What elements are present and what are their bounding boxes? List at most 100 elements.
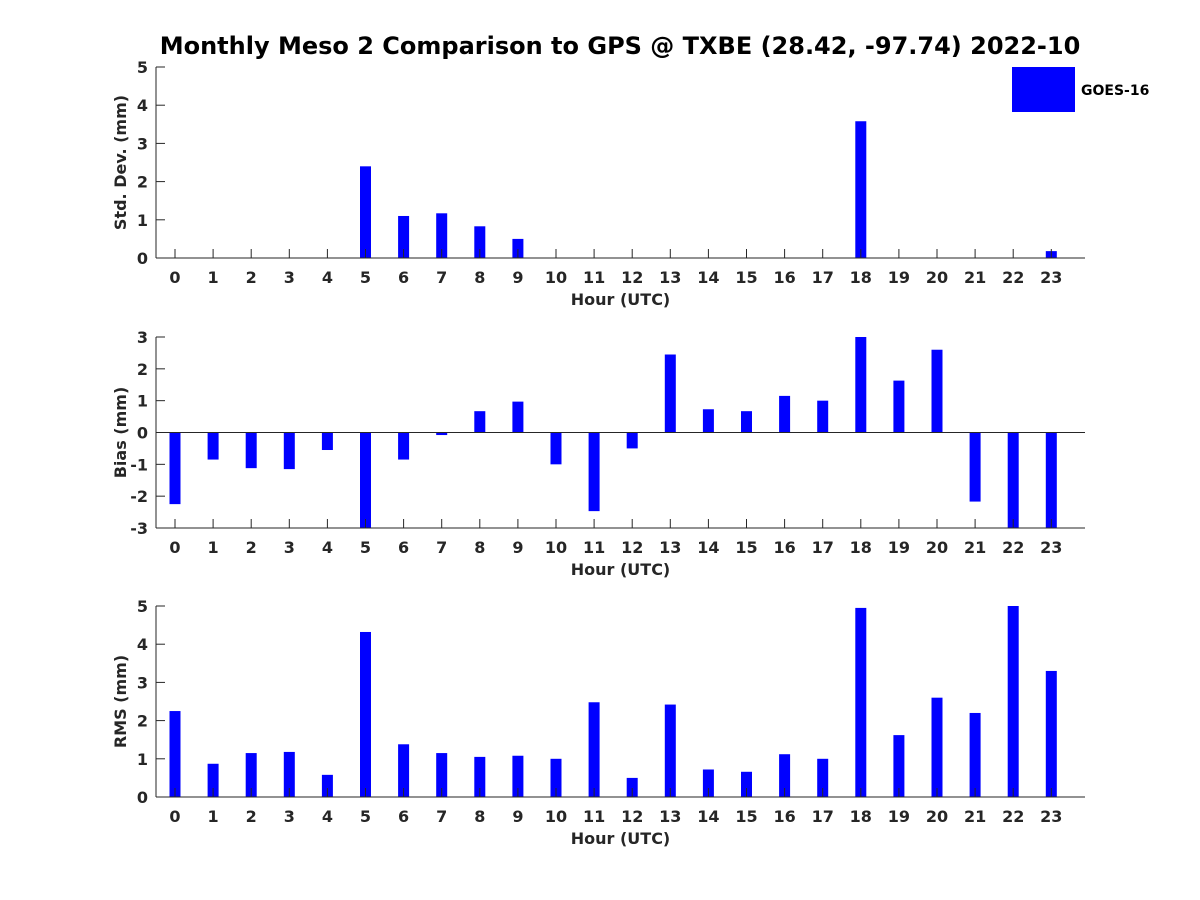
- x-tick-label: 20: [926, 268, 948, 287]
- x-axis-label: Hour (UTC): [571, 560, 671, 579]
- x-tick-label: 10: [545, 268, 567, 287]
- bar-18: [855, 121, 867, 258]
- bar-16: [779, 754, 791, 797]
- x-tick-label: 6: [398, 807, 409, 826]
- x-tick-label: 8: [474, 538, 485, 557]
- bar-3: [283, 751, 295, 797]
- x-tick-label: 19: [888, 268, 910, 287]
- legend-swatch: [1012, 67, 1075, 112]
- bar-6: [398, 432, 410, 460]
- bar-14: [702, 409, 714, 433]
- x-tick-label: 9: [512, 807, 523, 826]
- x-axis-label: Hour (UTC): [571, 829, 671, 848]
- x-tick-label: 11: [583, 807, 605, 826]
- x-tick-label: 19: [888, 807, 910, 826]
- x-tick-label: 7: [436, 538, 447, 557]
- x-tick-label: 21: [964, 807, 986, 826]
- bar-10: [550, 758, 562, 797]
- y-tick-label: 1: [137, 750, 148, 769]
- y-tick-label: 2: [137, 712, 148, 731]
- x-tick-label: 2: [246, 538, 257, 557]
- x-tick-label: 10: [545, 807, 567, 826]
- x-tick-label: 4: [322, 268, 333, 287]
- bar-4: [321, 774, 333, 797]
- x-tick-label: 14: [697, 538, 719, 557]
- bar-20: [931, 349, 943, 433]
- y-tick-label: 2: [137, 173, 148, 192]
- legend: GOES-16: [1012, 67, 1149, 112]
- x-tick-label: 3: [284, 268, 295, 287]
- x-tick-label: 22: [1002, 538, 1024, 557]
- x-tick-label: 18: [850, 538, 872, 557]
- x-tick-label: 1: [208, 538, 219, 557]
- bar-22: [1007, 606, 1019, 797]
- bar-2: [245, 432, 257, 469]
- bar-4: [321, 432, 333, 451]
- bar-11: [588, 702, 600, 797]
- bar-22: [1007, 432, 1019, 528]
- bar-7: [436, 213, 448, 258]
- x-tick-label: 1: [208, 807, 219, 826]
- bar-6: [398, 215, 410, 258]
- y-tick-label: -2: [130, 487, 148, 506]
- y-tick-label: 1: [137, 392, 148, 411]
- x-tick-label: 5: [360, 807, 371, 826]
- x-tick-label: 14: [697, 807, 719, 826]
- x-tick-label: 22: [1002, 268, 1024, 287]
- x-tick-label: 17: [812, 807, 834, 826]
- y-tick-label: 0: [137, 249, 148, 268]
- bar-21: [969, 712, 981, 797]
- y-tick-label: 4: [137, 96, 148, 115]
- bar-0: [169, 711, 181, 797]
- bar-15: [741, 771, 752, 797]
- bar-2: [245, 753, 257, 797]
- figure-title: Monthly Meso 2 Comparison to GPS @ TXBE …: [160, 32, 1081, 60]
- bar-23: [1045, 670, 1057, 797]
- y-tick-label: 0: [137, 788, 148, 807]
- y-axis-label: RMS (mm): [111, 655, 130, 748]
- x-tick-label: 15: [735, 538, 757, 557]
- x-tick-label: 15: [735, 268, 757, 287]
- bar-13: [664, 354, 676, 433]
- bar-20: [931, 697, 943, 797]
- x-tick-label: 17: [812, 268, 834, 287]
- bar-11: [588, 432, 600, 512]
- x-tick-label: 5: [360, 268, 371, 287]
- bar-16: [779, 395, 791, 433]
- x-tick-label: 20: [926, 538, 948, 557]
- x-tick-label: 7: [436, 807, 447, 826]
- x-tick-label: 0: [169, 807, 180, 826]
- y-tick-label: 3: [137, 134, 148, 153]
- x-tick-label: 6: [398, 268, 409, 287]
- bar-19: [893, 380, 905, 433]
- bar-8: [474, 756, 486, 797]
- bar-9: [512, 401, 524, 433]
- y-tick-label: 0: [137, 424, 148, 443]
- x-tick-label: 16: [773, 538, 795, 557]
- bar-19: [893, 735, 905, 797]
- bar-9: [512, 755, 524, 797]
- x-tick-label: 12: [621, 268, 643, 287]
- bar-3: [283, 432, 295, 470]
- x-tick-label: 21: [964, 538, 986, 557]
- x-tick-label: 8: [474, 807, 485, 826]
- x-tick-label: 20: [926, 807, 948, 826]
- bar-13: [664, 704, 676, 797]
- x-tick-label: 23: [1040, 268, 1062, 287]
- x-tick-label: 7: [436, 268, 447, 287]
- x-tick-label: 6: [398, 538, 409, 557]
- x-tick-label: 16: [773, 807, 795, 826]
- x-tick-label: 12: [621, 807, 643, 826]
- x-tick-label: 23: [1040, 538, 1062, 557]
- x-tick-label: 2: [246, 268, 257, 287]
- bar-10: [550, 432, 562, 465]
- x-tick-label: 4: [322, 807, 333, 826]
- x-tick-label: 19: [888, 538, 910, 557]
- x-tick-label: 5: [360, 538, 371, 557]
- x-tick-label: 2: [246, 807, 257, 826]
- bar-15: [741, 411, 752, 433]
- bar-14: [702, 769, 714, 797]
- x-tick-label: 1: [208, 268, 219, 287]
- chart-panel-1: 0 1 2 3 4 5 6 7 8 9 10 11 12 13 14 15 16 17 18 19 20 21 22 2301…: [111, 58, 1085, 309]
